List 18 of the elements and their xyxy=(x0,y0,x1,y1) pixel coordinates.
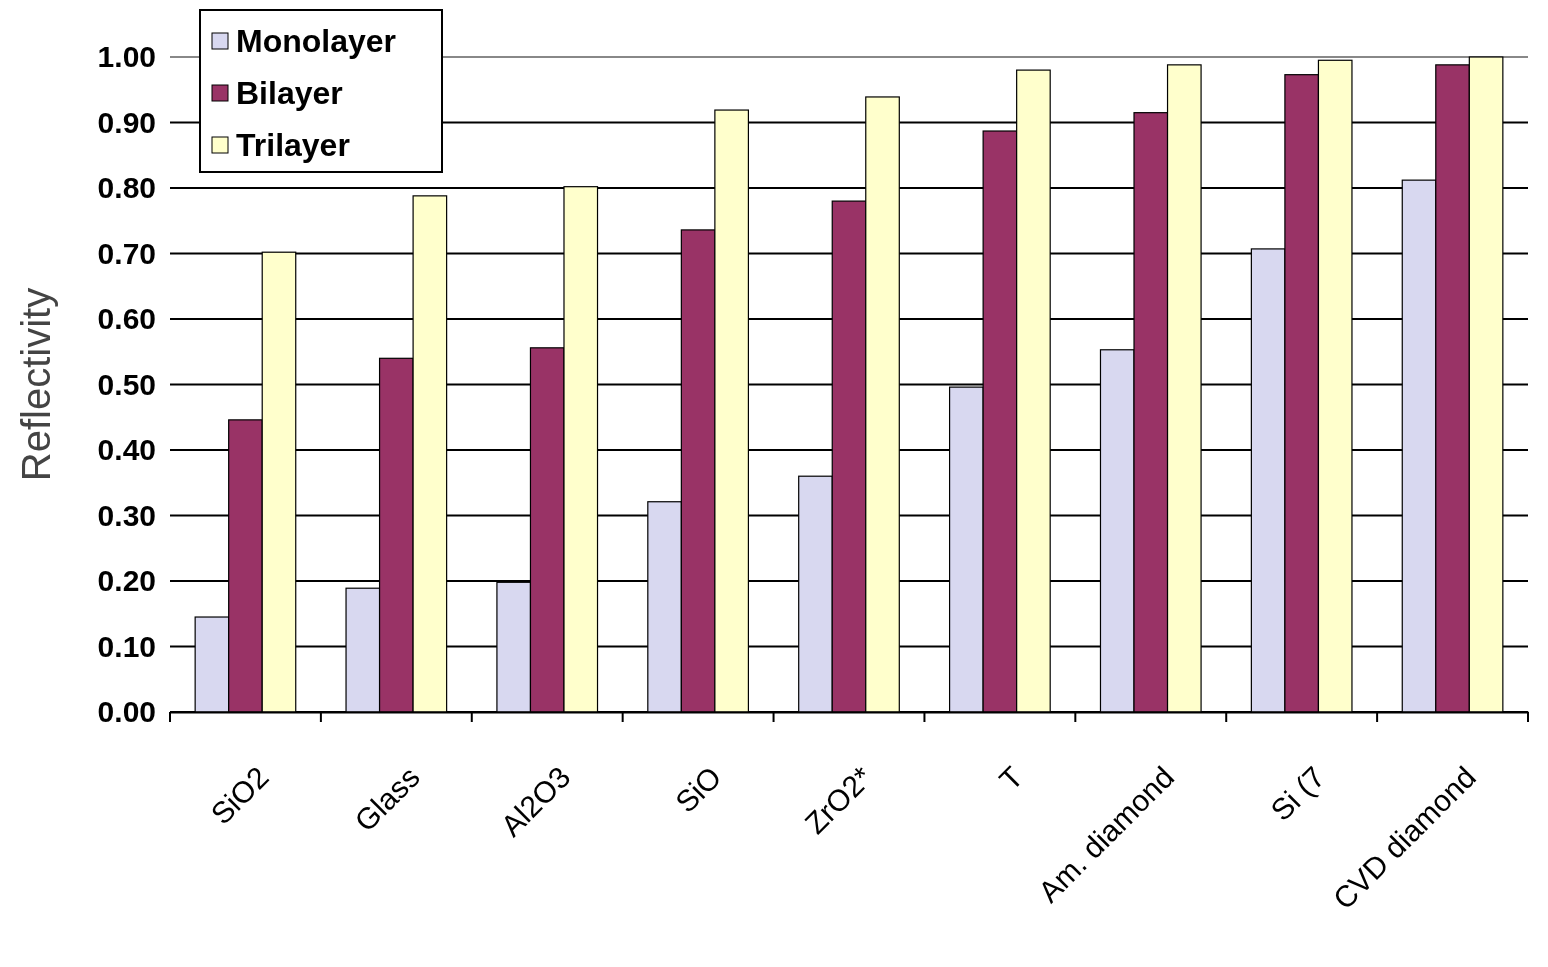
x-tick-label: Si (7 xyxy=(1264,760,1332,828)
y-tick-label: 0.20 xyxy=(97,564,156,598)
y-tick-label: 0.70 xyxy=(97,236,156,270)
y-tick-label: 0.00 xyxy=(97,695,156,729)
y-tick-label: 0.40 xyxy=(97,433,156,467)
legend-label: Bilayer xyxy=(236,75,343,112)
y-tick-label: 0.30 xyxy=(97,498,156,532)
x-tick-label: SiO xyxy=(668,760,728,819)
y-tick-label: 0.90 xyxy=(97,105,156,139)
y-tick-label: 0.10 xyxy=(97,629,156,663)
y-tick-label: 0.60 xyxy=(97,302,156,336)
y-tick-label: 0.80 xyxy=(97,171,156,205)
y-axis-title: Reflectivity xyxy=(14,287,58,482)
y-tick-label: 1.00 xyxy=(97,40,156,74)
x-tick-label: T xyxy=(993,760,1030,797)
legend-label: Trilayer xyxy=(236,127,350,164)
y-tick-label: 0.50 xyxy=(97,367,156,401)
legend-label: Monolayer xyxy=(236,23,397,60)
